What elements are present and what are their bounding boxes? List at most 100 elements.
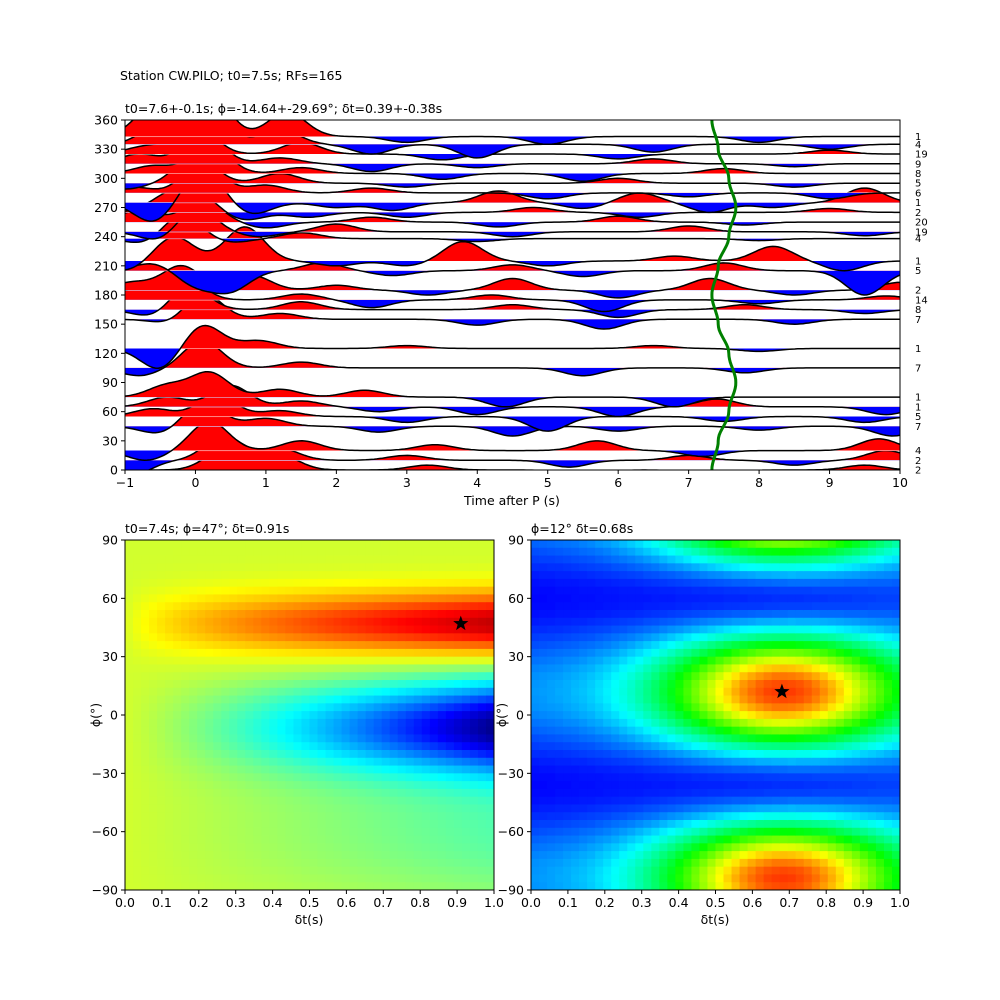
map-cell	[245, 672, 254, 681]
map-cell	[715, 835, 725, 844]
map-cell	[133, 781, 142, 790]
map-cell	[453, 687, 463, 697]
map-cell	[627, 680, 636, 689]
map-cell	[405, 781, 415, 790]
map-cell	[707, 633, 717, 642]
map-cell	[253, 804, 262, 813]
map-cell	[643, 773, 652, 782]
map-cell	[165, 695, 174, 704]
map-cell	[485, 641, 494, 650]
map-cell	[691, 563, 701, 572]
map-cell	[253, 680, 262, 689]
map-cell	[667, 812, 676, 821]
map-cell	[763, 648, 773, 658]
map-cell	[731, 633, 741, 642]
map-cell	[691, 726, 701, 736]
map-cell	[333, 874, 343, 883]
map-cell	[141, 804, 150, 813]
map-cell	[827, 555, 837, 564]
map-cell	[413, 563, 423, 572]
map-cell	[197, 571, 206, 580]
map-cell	[173, 571, 182, 580]
map-cell	[691, 695, 701, 704]
map-cell	[739, 641, 749, 650]
map-cell	[675, 571, 685, 580]
map-cell	[317, 687, 327, 697]
map-cell	[381, 617, 391, 627]
map-cell	[667, 734, 676, 743]
map-cell	[539, 641, 548, 650]
map-cell	[843, 672, 853, 681]
map-cell	[643, 820, 652, 829]
map-cell	[373, 680, 383, 689]
map-cell	[221, 594, 230, 603]
y-tick-label: 330	[94, 142, 118, 157]
map-cell	[835, 672, 845, 681]
map-cell	[603, 843, 612, 852]
map-cell	[603, 820, 612, 829]
map-cell	[883, 594, 893, 603]
map-cell	[635, 680, 644, 689]
map-cell	[381, 874, 391, 883]
x-tick-label: 0.4	[669, 895, 689, 910]
map-cell	[731, 750, 741, 759]
map-cell	[731, 555, 741, 564]
map-cell	[827, 641, 837, 650]
trace-count-label: 19	[915, 227, 928, 238]
map-cell	[691, 610, 701, 619]
map-cell	[453, 866, 463, 876]
map-cell	[803, 711, 813, 720]
positive-fill	[125, 120, 900, 137]
map-cell	[349, 726, 359, 736]
map-cell	[603, 804, 612, 813]
map-cell	[851, 547, 861, 557]
map-cell	[253, 602, 262, 611]
map-cell	[843, 804, 853, 813]
map-cell	[731, 843, 741, 852]
map-cell	[739, 648, 749, 658]
map-cell	[277, 586, 287, 596]
map-cell	[883, 641, 893, 650]
map-cell	[253, 648, 262, 658]
map-cell	[563, 750, 572, 759]
map-cell	[819, 672, 829, 681]
map-cell	[277, 648, 287, 658]
map-cell	[157, 765, 166, 774]
map-cell	[125, 796, 134, 806]
map-cell	[579, 858, 588, 868]
map-cell	[269, 680, 279, 689]
map-cell	[755, 672, 765, 681]
trace-count-label: 7	[915, 315, 921, 326]
map-cell	[875, 765, 885, 774]
map-cell	[587, 648, 596, 658]
map-cell	[875, 563, 885, 572]
map-cell	[461, 648, 471, 658]
map-cell	[157, 796, 166, 806]
map-cell	[595, 695, 604, 704]
map-cell	[381, 648, 391, 658]
map-cell	[547, 866, 556, 876]
map-cell	[731, 672, 741, 681]
map-cell	[237, 617, 246, 627]
map-cell	[755, 664, 765, 673]
map-cell	[835, 843, 845, 852]
map-cell	[859, 882, 869, 890]
map-cell	[531, 866, 540, 876]
map-cell	[229, 672, 238, 681]
map-cell	[651, 610, 660, 619]
map-cell	[819, 750, 829, 759]
map-cell	[309, 563, 319, 572]
map-cell	[683, 633, 693, 642]
map-cell	[461, 547, 471, 557]
map-cell	[429, 866, 439, 876]
map-cell	[595, 734, 604, 743]
map-cell	[389, 874, 399, 883]
negative-fill	[125, 202, 900, 222]
map-cell	[859, 827, 869, 837]
map-cell	[531, 610, 540, 619]
map-cell	[715, 633, 725, 642]
map-cell	[437, 773, 447, 782]
map-cell	[555, 718, 564, 728]
map-cell	[485, 874, 494, 883]
map-cell	[715, 788, 725, 798]
